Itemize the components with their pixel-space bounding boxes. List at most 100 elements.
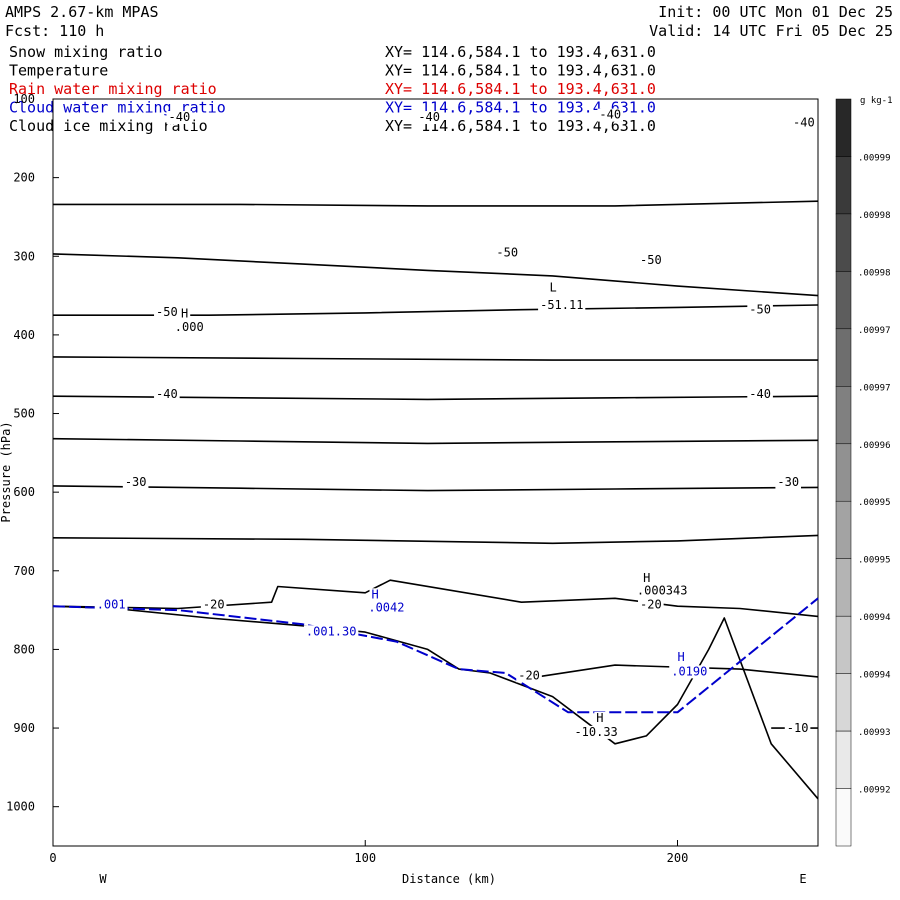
field-list: Snow mixing ratio XY= 114.6,584.1 to 193.…	[9, 43, 656, 135]
annotation-bg	[538, 298, 586, 312]
colorbar-label: .00993	[858, 728, 891, 738]
x-axis-label: Distance (km)	[402, 872, 496, 886]
series-isotherm	[52, 356, 818, 361]
field-xy: XY= 114.6,584.1 to 193.4,631.0	[385, 99, 656, 117]
annotation: -50	[640, 253, 662, 267]
colorbar-swatch	[835, 673, 852, 732]
y-tick-label: 400	[13, 328, 35, 342]
annotation-bg	[638, 598, 664, 612]
colorbar-label: .00998	[858, 268, 891, 278]
annotation-bg	[747, 387, 773, 401]
y-tick-label: 1000	[6, 800, 35, 814]
y-axis-label: Pressure (hPa)	[0, 421, 13, 522]
x-tick-label: 100	[354, 851, 376, 865]
annotation-bg	[154, 387, 180, 401]
annotation: H	[643, 571, 650, 585]
annotation: -40	[418, 110, 440, 124]
annotation-bg	[369, 588, 381, 602]
annotation-bg	[641, 571, 653, 585]
annotation-bg	[303, 625, 359, 639]
annotation-bg	[594, 711, 606, 725]
annotation: -51.11	[540, 298, 583, 312]
field-name: Cloud water mixing ratio	[9, 99, 226, 117]
annotation: -30	[125, 475, 147, 489]
annotation-bg	[784, 721, 811, 735]
field-name: Cloud ice mixing ratio	[9, 117, 208, 135]
annotation: -40	[169, 110, 191, 124]
annotation: -50	[749, 303, 771, 317]
annotation-bg	[597, 108, 624, 122]
annotation-bg	[166, 111, 193, 125]
colorbar-label: .00995	[858, 498, 891, 508]
annotation-bg	[494, 246, 520, 260]
annotation-bg	[154, 306, 180, 320]
axis-ticks: 100 200 300 400 500 600 700 800 900 1000 0 100 200	[6, 92, 688, 865]
colorbar-label: .00995	[858, 556, 891, 566]
annotation: -30	[777, 475, 799, 489]
series-isotherm	[52, 485, 819, 492]
annotation-bg	[122, 475, 149, 489]
colorbar-label: .00997	[858, 383, 891, 393]
forecast-hour: Fcst: 110 h	[5, 22, 104, 40]
annotation-bg	[638, 254, 664, 268]
colorbar-label: .00994	[858, 613, 891, 623]
west-label: W	[99, 872, 107, 886]
colorbar-label: .00999	[858, 154, 891, 164]
field-name: Snow mixing ratio	[9, 43, 163, 61]
y-tick-label: 100	[13, 92, 35, 106]
annotation: .001	[97, 598, 126, 612]
colorbar-label: .00997	[858, 326, 891, 336]
series-cloud-water	[52, 597, 819, 714]
field-xy: XY= 114.6,584.1 to 193.4,631.0	[385, 62, 656, 80]
colorbar: .00999 .00998 .00998 .00997 .00997 .00996 .009…	[835, 98, 891, 847]
series-isotherm	[52, 534, 819, 545]
annotation-bg	[172, 320, 206, 334]
annotation: L	[549, 281, 556, 295]
series-isotherm	[52, 253, 819, 297]
series--20-contour	[52, 579, 819, 618]
colorbar-units: g kg-1	[860, 96, 893, 106]
series-isotherm	[52, 437, 819, 445]
annotation: H	[181, 307, 188, 321]
annotation: -20	[203, 598, 225, 612]
colorbar-swatch	[835, 788, 852, 847]
annotation-bg	[791, 116, 817, 130]
annotation: .0042	[368, 601, 404, 615]
annotation-bg	[516, 669, 542, 683]
annotation-layer: -40 -40 -40-40-50-50-50-50L-51.11H.000-40-…	[94, 108, 817, 739]
series-terrain	[52, 605, 819, 800]
annotation: .0190	[671, 664, 707, 678]
field-xy: XY= 114.6,584.1 to 193.4,631.0	[385, 117, 656, 135]
x-tick-label: 200	[667, 851, 689, 865]
colorbar-label: .00992	[858, 786, 891, 796]
valid-time: Valid: 14 UTC Fri 05 Dec 25	[649, 22, 893, 40]
annotation-bg	[94, 598, 128, 612]
colorbar-swatch	[835, 500, 852, 559]
annotation-bg	[200, 598, 227, 612]
series-isotherm	[53, 200, 819, 207]
colorbar-label: .00998	[858, 211, 891, 221]
annotation: .001.30	[306, 624, 357, 638]
colorbar-swatch	[835, 328, 852, 387]
annotation-bg	[634, 584, 690, 598]
annotation: H	[371, 587, 378, 601]
model-title: AMPS 2.67-km MPAS	[5, 3, 159, 21]
annotation-bg	[572, 725, 620, 739]
annotation-bg	[747, 303, 773, 317]
annotation: -10	[787, 721, 809, 735]
x-tick-label: 0	[49, 851, 56, 865]
y-tick-label: 500	[13, 407, 35, 421]
colorbar-label: .00996	[858, 441, 891, 451]
contour-layer	[52, 200, 819, 800]
y-tick-label: 700	[13, 564, 35, 578]
annotation: .000	[175, 320, 204, 334]
colorbar-swatch	[835, 730, 852, 789]
annotation: -40	[599, 108, 621, 122]
colorbar-swatch	[835, 98, 852, 157]
annotation-bg	[669, 665, 710, 679]
annotation: -50	[496, 245, 518, 259]
field-name: Rain water mixing ratio	[9, 80, 217, 98]
annotation: -40	[749, 387, 771, 401]
annotation-bg	[775, 475, 802, 489]
